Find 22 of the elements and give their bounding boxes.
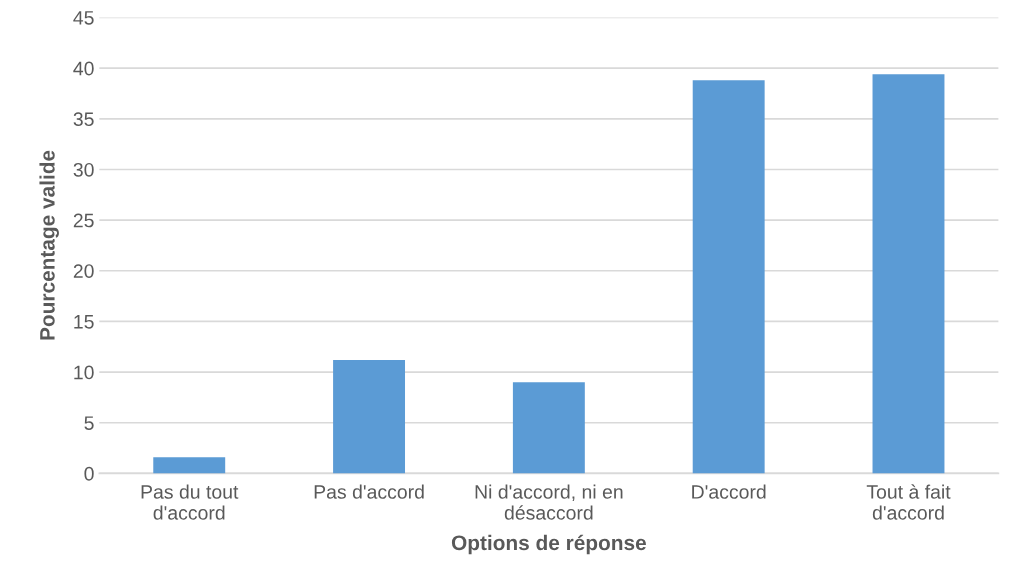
x-tick-label: Ni d'accord, ni en désaccord: [475, 484, 623, 520]
x-tick-label: D'accord: [692, 484, 766, 499]
y-tick-label: 15: [74, 315, 94, 329]
x-axis-title: Options de réponse: [451, 534, 646, 555]
x-tick-label: Pas du tout d'accord: [141, 484, 239, 520]
y-tick-label: 20: [73, 264, 94, 279]
y-tick-label: 35: [73, 112, 94, 127]
y-tick-label: 45: [73, 11, 94, 25]
bar: [153, 457, 226, 474]
y-tick-label: 40: [73, 61, 94, 76]
x-tick-label: Pas d'accord: [314, 484, 424, 499]
y-tick-label: 30: [73, 162, 94, 177]
y-tick-label: 5: [84, 416, 94, 430]
y-tick-label: 0: [84, 466, 94, 481]
y-tick-label: 10: [74, 365, 94, 380]
y-axis-title: Pourcentage valide: [39, 150, 59, 340]
bar: [872, 74, 945, 474]
bar: [333, 359, 406, 474]
bar: [512, 382, 585, 474]
bar: [692, 80, 765, 474]
y-tick-label: 25: [73, 213, 94, 228]
x-tick-label: Tout à fait d'accord: [866, 484, 951, 520]
